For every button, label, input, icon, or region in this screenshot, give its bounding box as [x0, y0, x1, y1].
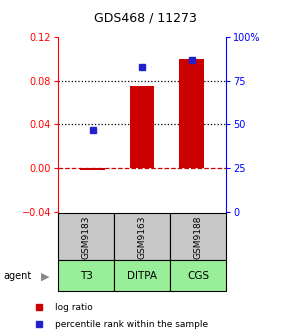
Bar: [170, 213, 226, 260]
Text: GSM9188: GSM9188: [194, 215, 203, 259]
Text: DITPA: DITPA: [127, 270, 157, 281]
Text: percentile rank within the sample: percentile rank within the sample: [55, 320, 208, 329]
Bar: [80, 168, 105, 170]
Text: GSM9183: GSM9183: [81, 215, 90, 259]
Bar: [58, 213, 114, 260]
Text: ▶: ▶: [41, 271, 49, 281]
Text: CGS: CGS: [187, 270, 209, 281]
Bar: [179, 59, 204, 168]
Text: agent: agent: [3, 271, 31, 281]
Bar: [130, 86, 155, 168]
Text: T3: T3: [79, 270, 93, 281]
Text: GDS468 / 11273: GDS468 / 11273: [94, 12, 196, 25]
Bar: [114, 260, 170, 291]
Bar: [114, 213, 170, 260]
Text: log ratio: log ratio: [55, 303, 92, 312]
Bar: [58, 260, 114, 291]
Text: GSM9163: GSM9163: [137, 215, 147, 259]
Bar: [170, 260, 226, 291]
